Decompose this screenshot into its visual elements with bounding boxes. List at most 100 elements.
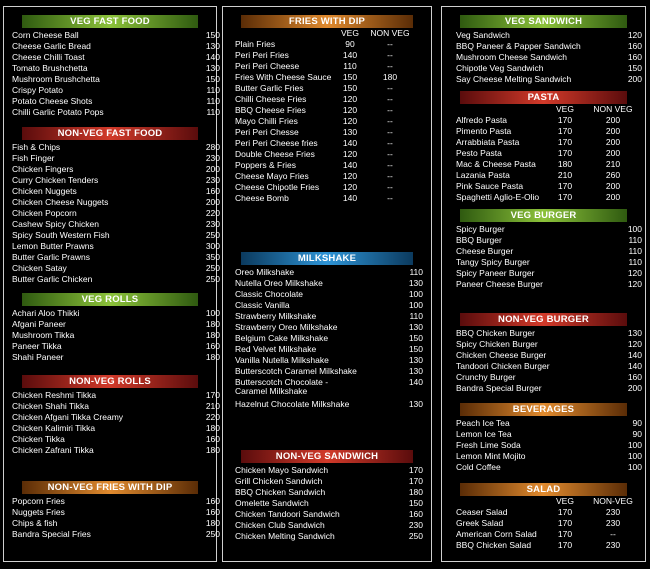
menu-section-fries-with-dip: FRIES WITH DIP VEG NON VEG Plain Fries 90 -- P… [223, 15, 431, 204]
menu-item-pesto-pasta: Pesto Pasta 170 200 [442, 148, 645, 159]
item-price: 280 [205, 142, 220, 152]
menu-item-spicy-south-western-fish: Spicy South Western Fish 250 [4, 230, 220, 241]
menu-item-peach-ice-tea: Peach Ice Tea 90 [442, 418, 645, 429]
item-name: Tandoori Chicken Burger [456, 361, 550, 371]
menu-item-mushroom-brushchetta: Mushroom Brushchetta 150 [4, 74, 220, 85]
item-name: Butterscotch Chocolate - [235, 377, 329, 387]
menu-item-crunchy-burger: Crunchy Burger 160 [442, 372, 645, 383]
item-name: BBQ Chicken Sandwich [235, 487, 326, 497]
item-name: Nuggets Fries [12, 507, 65, 517]
item-price: 160 [205, 434, 220, 444]
item-name: Chicken Zafrani Tikka [12, 445, 94, 455]
item-price: 120 [627, 30, 642, 40]
veg-label: VEG [556, 496, 574, 506]
section-header: NON-VEG BURGER [460, 313, 627, 326]
menu-item-belgium-cake-milkshake: Belgium Cake Milkshake 150 [223, 333, 431, 344]
non-veg-price: -- [387, 149, 393, 159]
section-header: VEG BURGER [460, 209, 627, 222]
menu-item-popcorn-fries: Popcorn Fries 160 [4, 496, 220, 507]
non-veg-price: -- [387, 94, 393, 104]
item-price: 130 [205, 41, 220, 51]
item-name: Ceaser Salad [456, 507, 508, 517]
non-veg-price: -- [387, 182, 393, 192]
menu-section-non-veg-rolls: NON-VEG ROLLS Chicken Reshmi Tikka 170 Chic… [4, 375, 220, 456]
menu-item-chicken-melting-sandwich: Chicken Melting Sandwich 250 [223, 531, 431, 542]
item-price: 110 [628, 257, 642, 267]
item-name: Fish & Chips [12, 142, 61, 152]
item-price: 180 [408, 487, 423, 497]
section-header: MILKSHAKE [241, 252, 413, 265]
item-name: Pink Sauce Pasta [456, 181, 524, 191]
item-price: 250 [205, 263, 220, 273]
menu-item-fish-chips: Fish & Chips 280 [4, 142, 220, 153]
menu-item-afgani-paneer: Afgani Paneer 180 [4, 319, 220, 330]
menu-item-american-corn-salad: American Corn Salad 170 -- [442, 529, 645, 540]
item-price: 140 [205, 52, 220, 62]
veg-price: 120 [342, 149, 358, 159]
item-name: Paneer Tikka [12, 341, 62, 351]
veg-price: 170 [557, 181, 573, 191]
veg-label: VEG [556, 104, 574, 114]
item-price: 130 [408, 278, 423, 288]
menu-item-bbq-paneer-papper-sandwich: BBQ Paneer & Papper Sandwich 160 [442, 41, 645, 52]
item-name: Classic Vanilla [235, 300, 290, 310]
veg-price: 170 [557, 507, 573, 517]
item-price: 140 [408, 377, 423, 387]
veg-price: 180 [557, 159, 573, 169]
menu-item-bbq-chicken-burger: BBQ Chicken Burger 130 [442, 328, 645, 339]
item-name: Cheese Mayo Fries [235, 171, 309, 181]
item-name: Crispy Potato [12, 85, 64, 95]
menu-item-cold-coffee: Cold Coffee 100 [442, 462, 645, 473]
menu-item-tomato-brushchetta: Tomato Brushchetta 130 [4, 63, 220, 74]
item-price: 110 [628, 246, 642, 256]
non-veg-price: 230 [605, 540, 621, 550]
non-veg-price: -- [387, 105, 393, 115]
menu-item-mac-cheese-pasta: Mac & Cheese Pasta 180 210 [442, 159, 645, 170]
item-price: 180 [205, 518, 220, 528]
menu-item-peri-peri-fries: Peri Peri Fries 140 -- [223, 50, 431, 61]
item-name: Peri Peri Cheese [235, 61, 300, 71]
item-name: Fries With Cheese Sauce [235, 72, 332, 82]
item-name: Peri Peri Cheese fries [235, 138, 318, 148]
item-name: Mushroom Brushchetta [12, 74, 100, 84]
menu-item-cheese-chilli-toast: Cheese Chilli Toast 140 [4, 52, 220, 63]
section-header: PASTA [460, 91, 627, 104]
menu-column-3: VEG SANDWICH Veg Sandwich 120 BBQ Paneer & … [441, 6, 646, 562]
item-name: Poppers & Fries [235, 160, 296, 170]
non-veg-price: -- [387, 83, 393, 93]
item-name: Bandra Special Burger [456, 383, 542, 393]
item-name: Chicken Shahi Tikka [12, 401, 90, 411]
menu-item-chicken-zafrani-tikka: Chicken Zafrani Tikka 180 [4, 445, 220, 456]
menu-item-tangy-spicy-burger: Tangy Spicy Burger 110 [442, 257, 645, 268]
item-name: Veg Sandwich [456, 30, 510, 40]
menu-section-non-veg-burger: NON-VEG BURGER BBQ Chicken Burger 130 Spicy… [442, 313, 645, 394]
menu-item-cheese-burger: Cheese Burger 110 [442, 246, 645, 257]
item-name: Cold Coffee [456, 462, 501, 472]
item-name: Omelette Sandwich [235, 498, 309, 508]
item-name: Lemon Mint Mojito [456, 451, 526, 461]
veg-price: 120 [342, 171, 358, 181]
item-name: BBQ Paneer & Papper Sandwich [456, 41, 581, 51]
item-name: Potato Cheese Shots [12, 96, 93, 106]
item-price: 150 [408, 333, 423, 343]
item-price: 130 [408, 366, 423, 376]
section-header: VEG SANDWICH [460, 15, 627, 28]
menu-item-chilli-garlic-potato-pops: Chilli Garlic Potato Pops 110 [4, 107, 220, 118]
menu-item-bbq-cheese-fries: BBQ Cheese Fries 120 -- [223, 105, 431, 116]
non-veg-price: 200 [605, 181, 621, 191]
item-name: Peri Peri Chesse [235, 127, 299, 137]
price-column-header: VEG NON VEG [223, 28, 431, 39]
item-name: Chicken Mayo Sandwich [235, 465, 329, 475]
menu-item-veg-sandwich: Veg Sandwich 120 [442, 30, 645, 41]
item-name: Say Cheese Melting Sandwich [456, 74, 572, 84]
menu-section-non-veg-fries-with-dip: NON-VEG FRIES WITH DIP Popcorn Fries 160 Nu… [4, 481, 220, 540]
item-name: Lemon Butter Prawns [12, 241, 94, 251]
non-veg-price: -- [387, 160, 393, 170]
menu-item-potato-cheese-shots: Potato Cheese Shots 110 [4, 96, 220, 107]
item-name: Peach Ice Tea [456, 418, 510, 428]
veg-price: 120 [342, 116, 358, 126]
item-name: Nutella Oreo Milkshake [235, 278, 323, 288]
menu-item-classic-chocolate: Classic Chocolate 100 [223, 289, 431, 300]
item-name: Vanilla Nutella Milkshake [235, 355, 329, 365]
veg-price: 170 [557, 529, 573, 539]
